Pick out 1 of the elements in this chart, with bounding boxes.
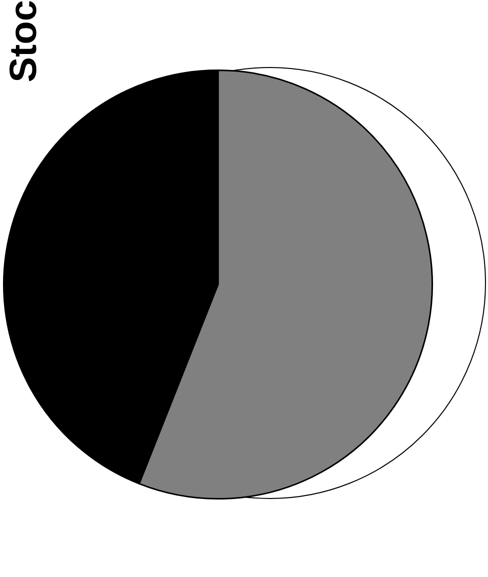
chart-title: Stoc	[2, 0, 46, 84]
